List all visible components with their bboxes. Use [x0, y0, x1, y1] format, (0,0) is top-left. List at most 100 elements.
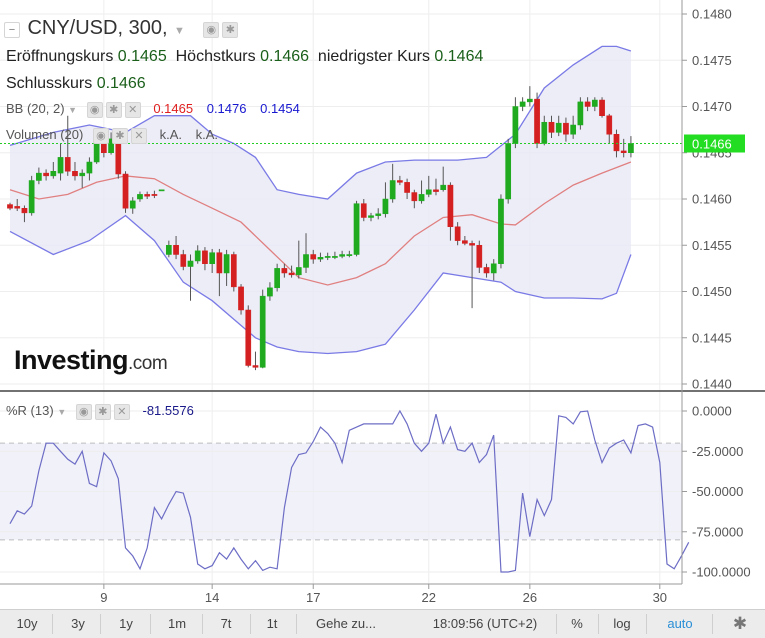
candle-body[interactable]: [389, 180, 396, 200]
gear-icon[interactable]: ✱: [222, 21, 239, 38]
candle-body[interactable]: [397, 180, 403, 183]
candle-body[interactable]: [151, 194, 158, 196]
candle-body[interactable]: [476, 245, 483, 268]
candle-body[interactable]: [288, 272, 295, 276]
candle-body[interactable]: [628, 143, 634, 153]
settings-gear-icon[interactable]: ✱: [732, 614, 748, 633]
candle-body[interactable]: [606, 115, 613, 135]
candle-body[interactable]: [28, 180, 35, 214]
candle-body[interactable]: [563, 122, 569, 135]
period-1y-button[interactable]: 1y: [119, 616, 133, 631]
period-1t-button[interactable]: 1t: [266, 616, 278, 631]
candle-body[interactable]: [454, 226, 461, 241]
candle-body[interactable]: [599, 99, 605, 117]
candle-body[interactable]: [223, 254, 230, 274]
candle-body[interactable]: [50, 171, 57, 177]
candle-body[interactable]: [21, 208, 28, 214]
candle-body[interactable]: [548, 121, 555, 133]
candle-body[interactable]: [245, 309, 252, 366]
candle-body[interactable]: [498, 198, 504, 264]
close-icon[interactable]: ✕: [124, 101, 141, 118]
candle-body[interactable]: [173, 245, 179, 255]
candle-body[interactable]: [202, 250, 208, 265]
eye-icon[interactable]: ◉: [86, 101, 103, 118]
candle-body[interactable]: [187, 260, 194, 267]
candle-body[interactable]: [274, 268, 280, 289]
candle-body[interactable]: [324, 256, 331, 258]
wr-label[interactable]: %R (13): [6, 403, 54, 418]
candle-body[interactable]: [317, 257, 324, 260]
candle-body[interactable]: [555, 122, 562, 133]
period-1m-button[interactable]: 1m: [167, 616, 187, 631]
candle-body[interactable]: [259, 295, 266, 368]
candle-body[interactable]: [122, 173, 129, 209]
collapse-icon[interactable]: −: [4, 21, 20, 38]
candle-body[interactable]: [360, 203, 367, 218]
chevron-down-icon[interactable]: ▼: [173, 25, 185, 37]
candle-body[interactable]: [43, 172, 49, 177]
chevron-down-icon[interactable]: ▼: [57, 407, 67, 417]
goto-button[interactable]: Gehe zu...: [316, 616, 376, 631]
candle-body[interactable]: [267, 287, 273, 297]
candle-body[interactable]: [194, 250, 201, 262]
chart-area[interactable]: 0.1440 0.1445 0.1450 0.1455 0.1460 0.1465 0.14…: [0, 0, 765, 609]
candle-body[interactable]: [216, 252, 223, 274]
candle-body[interactable]: [591, 99, 598, 107]
candle-body[interactable]: [36, 172, 42, 181]
candle-body[interactable]: [613, 134, 620, 152]
candle-body[interactable]: [238, 286, 244, 311]
candle-body[interactable]: [353, 203, 360, 255]
chevron-down-icon[interactable]: ▼: [68, 105, 78, 115]
candle-body[interactable]: [512, 106, 519, 144]
eye-icon[interactable]: ◉: [92, 127, 109, 144]
candle-body[interactable]: [570, 124, 577, 135]
candle-body[interactable]: [165, 245, 172, 255]
symbol-title[interactable]: CNY/USD, 300,: [27, 17, 168, 39]
candle-body[interactable]: [180, 254, 187, 267]
candle-body[interactable]: [368, 215, 374, 218]
percent-button[interactable]: %: [571, 616, 583, 631]
candle-body[interactable]: [144, 194, 151, 197]
candle-body[interactable]: [115, 138, 122, 175]
gear-icon[interactable]: ✱: [94, 403, 111, 420]
candle-body[interactable]: [577, 101, 584, 126]
candle-body[interactable]: [584, 101, 591, 107]
candle-body[interactable]: [129, 200, 136, 209]
candle-body[interactable]: [72, 171, 78, 177]
candle-body[interactable]: [519, 101, 526, 107]
candle-body[interactable]: [346, 254, 353, 256]
candle-body[interactable]: [252, 365, 259, 368]
candle-body[interactable]: [375, 213, 382, 216]
close-icon[interactable]: ✕: [130, 127, 147, 144]
candle-body[interactable]: [7, 204, 13, 209]
candle-body[interactable]: [14, 206, 21, 209]
eye-icon[interactable]: ◉: [75, 403, 92, 420]
candle-body[interactable]: [447, 184, 454, 227]
gear-icon[interactable]: ✱: [105, 101, 122, 118]
candle-body[interactable]: [490, 263, 497, 274]
candle-body[interactable]: [382, 198, 389, 215]
candle-body[interactable]: [230, 254, 237, 288]
candle-body[interactable]: [462, 240, 468, 244]
candle-body[interactable]: [534, 98, 540, 144]
candle-body[interactable]: [86, 161, 93, 174]
gear-icon[interactable]: ✱: [111, 127, 128, 144]
candle-body[interactable]: [64, 157, 71, 172]
period-7t-button[interactable]: 7t: [220, 616, 232, 631]
candle-body[interactable]: [541, 121, 548, 144]
candle-body[interactable]: [209, 252, 216, 264]
candle-body[interactable]: [137, 194, 143, 200]
candle-body[interactable]: [483, 267, 490, 274]
candle-body[interactable]: [310, 254, 317, 260]
candle-body[interactable]: [281, 268, 288, 274]
log-button[interactable]: log: [613, 616, 631, 631]
close-icon[interactable]: ✕: [113, 403, 130, 420]
candle-body[interactable]: [339, 254, 345, 257]
candle-body[interactable]: [158, 189, 165, 192]
candle-body[interactable]: [108, 138, 114, 153]
bb-label[interactable]: BB (20, 2): [6, 101, 65, 116]
auto-button[interactable]: auto: [667, 616, 693, 631]
candle-body[interactable]: [411, 192, 418, 202]
candle-body[interactable]: [295, 267, 302, 276]
candle-body[interactable]: [57, 157, 64, 174]
